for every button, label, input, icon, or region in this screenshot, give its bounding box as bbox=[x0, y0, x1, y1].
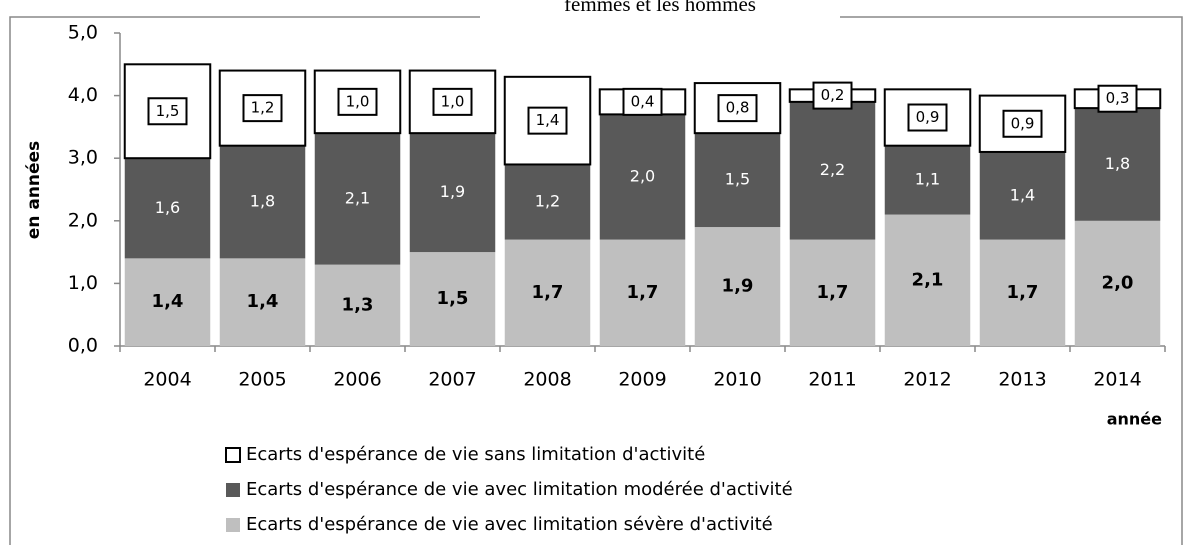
y-tick-label: 5,0 bbox=[68, 22, 98, 44]
label-box bbox=[1002, 109, 1043, 138]
bar-segment bbox=[599, 239, 686, 346]
data-label: 0,3 bbox=[1106, 89, 1130, 107]
title-backdrop bbox=[480, 0, 840, 24]
data-label: 1,2 bbox=[535, 192, 560, 211]
y-tick-label: 0,0 bbox=[68, 335, 98, 357]
bar-segment bbox=[314, 133, 401, 265]
data-label: 0,2 bbox=[821, 86, 845, 104]
bar-segment bbox=[979, 151, 1066, 240]
data-label: 0,4 bbox=[631, 92, 655, 110]
bar-segment bbox=[124, 158, 211, 259]
chart-title: femmes et les hommes bbox=[564, 0, 756, 16]
label-box bbox=[1097, 84, 1138, 113]
data-label: 1,2 bbox=[251, 99, 275, 117]
x-tick-label: 2014 bbox=[1093, 369, 1141, 391]
bar-segment bbox=[409, 133, 496, 253]
legend-swatch bbox=[225, 447, 241, 463]
data-label: 2,1 bbox=[912, 269, 944, 290]
bar-segment bbox=[1074, 108, 1161, 221]
data-label: 2,0 bbox=[630, 166, 655, 185]
data-label: 1,4 bbox=[536, 111, 560, 129]
bar-segment bbox=[504, 164, 591, 240]
y-tick-label: 4,0 bbox=[68, 84, 98, 106]
label-box bbox=[147, 97, 188, 126]
label-box bbox=[527, 106, 568, 135]
label-box bbox=[337, 87, 378, 116]
bar-segment bbox=[409, 252, 496, 346]
data-label: 0,9 bbox=[916, 108, 940, 126]
data-label: 0,8 bbox=[726, 99, 750, 117]
data-label: 2,0 bbox=[1102, 272, 1134, 293]
bar-segment bbox=[884, 145, 971, 215]
x-tick-label: 2011 bbox=[808, 369, 856, 391]
x-tick-label: 2009 bbox=[618, 369, 666, 391]
data-label: 1,5 bbox=[156, 102, 180, 120]
x-tick-label: 2006 bbox=[333, 369, 381, 391]
data-label: 1,6 bbox=[155, 198, 180, 217]
x-tick-label: 2005 bbox=[238, 369, 286, 391]
data-label: 2,2 bbox=[820, 160, 845, 179]
label-box bbox=[242, 94, 283, 123]
y-tick-label: 3,0 bbox=[68, 147, 98, 169]
y-tick-label: 2,0 bbox=[68, 209, 98, 231]
legend-swatch bbox=[226, 483, 240, 497]
bar-segment bbox=[219, 258, 306, 346]
label-box bbox=[812, 81, 853, 110]
data-label: 1,7 bbox=[817, 282, 849, 303]
y-axis-label: en années bbox=[24, 141, 44, 239]
x-tick-label: 2008 bbox=[523, 369, 571, 391]
x-tick-label: 2010 bbox=[713, 369, 761, 391]
x-tick-label: 2012 bbox=[903, 369, 951, 391]
data-label: 1,8 bbox=[250, 192, 275, 211]
data-label: 1,0 bbox=[346, 92, 370, 110]
data-label: 1,0 bbox=[441, 92, 465, 110]
legend-label: Ecarts d'espérance de vie sans limitatio… bbox=[246, 444, 705, 465]
bar-segment bbox=[694, 133, 781, 228]
bar-segment bbox=[504, 239, 591, 346]
bar-segment bbox=[314, 264, 401, 346]
data-label: 1,1 bbox=[915, 170, 940, 189]
bar-segment bbox=[884, 214, 971, 346]
label-box bbox=[432, 87, 473, 116]
data-label: 1,9 bbox=[722, 276, 754, 297]
label-box bbox=[717, 94, 758, 123]
data-label: 0,9 bbox=[1011, 114, 1035, 132]
bar-segment bbox=[1074, 220, 1161, 346]
label-box bbox=[622, 87, 663, 116]
bar-segment bbox=[789, 101, 876, 240]
data-label: 1,4 bbox=[152, 291, 184, 312]
data-label: 1,3 bbox=[342, 294, 374, 315]
x-tick-label: 2004 bbox=[143, 369, 191, 391]
x-axis-label: année bbox=[1107, 410, 1162, 429]
data-label: 1,8 bbox=[1105, 154, 1130, 173]
legend-label: Ecarts d'espérance de vie avec limitatio… bbox=[246, 514, 773, 535]
y-tick-label: 1,0 bbox=[68, 272, 98, 294]
bar-segment bbox=[219, 145, 306, 259]
data-label: 1,4 bbox=[247, 291, 279, 312]
data-label: 1,7 bbox=[1007, 282, 1039, 303]
label-box bbox=[907, 103, 948, 132]
data-label: 1,4 bbox=[1010, 185, 1035, 204]
legend-swatch bbox=[226, 518, 240, 532]
data-label: 1,5 bbox=[725, 170, 750, 189]
data-label: 2,1 bbox=[345, 188, 370, 207]
data-label: 1,7 bbox=[627, 282, 659, 303]
data-label: 1,5 bbox=[437, 288, 469, 309]
legend-label: Ecarts d'espérance de vie avec limitatio… bbox=[246, 479, 793, 500]
x-tick-label: 2007 bbox=[428, 369, 476, 391]
data-label: 1,9 bbox=[440, 182, 465, 201]
bar-segment bbox=[694, 227, 781, 346]
data-label: 1,7 bbox=[532, 282, 564, 303]
bar-segment bbox=[789, 239, 876, 346]
bar-segment bbox=[979, 239, 1066, 346]
bar-segment bbox=[599, 114, 686, 240]
bar-segment bbox=[124, 258, 211, 346]
x-tick-label: 2013 bbox=[998, 369, 1046, 391]
